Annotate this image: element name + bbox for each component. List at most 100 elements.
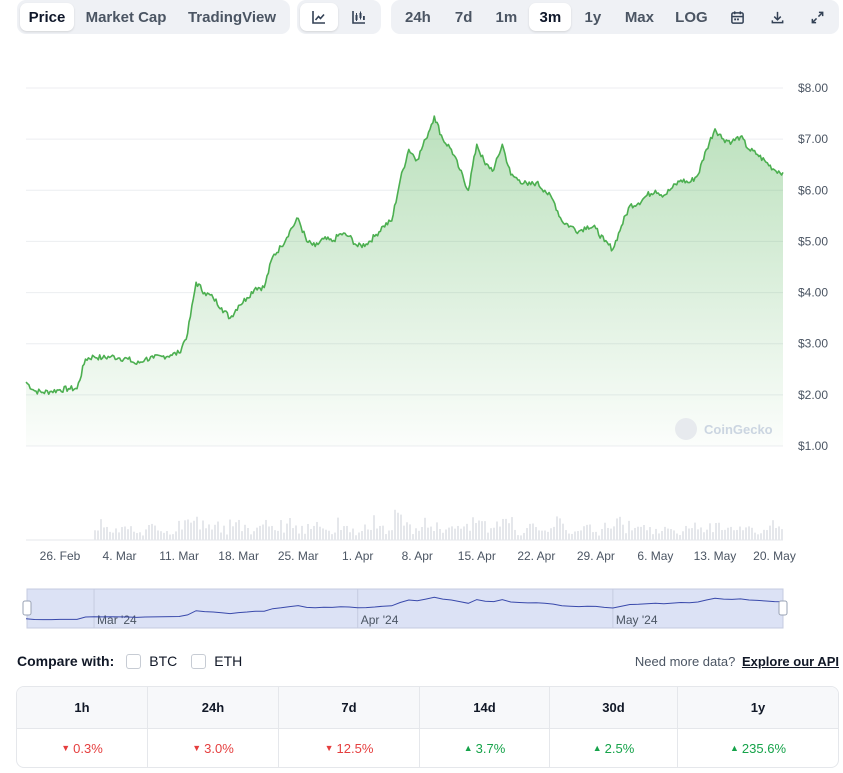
download-button[interactable] xyxy=(758,3,796,31)
volume-bar xyxy=(733,530,735,540)
volume-bar xyxy=(727,527,729,540)
navigator-right-handle[interactable] xyxy=(778,600,788,616)
performance-column: 24h ▼ 3.0% xyxy=(148,687,279,767)
explore-api-link[interactable]: Explore our API xyxy=(741,653,839,669)
volume-bar xyxy=(685,525,687,540)
performance-change-value: 12.5% xyxy=(336,740,374,756)
volume-bar xyxy=(259,525,261,540)
volume-bar xyxy=(145,529,147,540)
compare-eth-checkbox[interactable]: ETH xyxy=(191,653,242,669)
volume-bar xyxy=(538,530,540,540)
tab-tradingview[interactable]: TradingView xyxy=(187,8,277,26)
performance-change-value: 3.7% xyxy=(475,740,506,756)
tab-price[interactable]: Price xyxy=(20,3,74,31)
performance-change-value: 0.3% xyxy=(73,740,103,756)
volume-bar xyxy=(697,529,699,540)
log-scale-button[interactable]: LOG xyxy=(675,8,708,26)
volume-bar xyxy=(619,516,621,540)
line-chart-button[interactable] xyxy=(300,3,338,31)
volume-bar xyxy=(481,521,483,540)
volume-bar xyxy=(406,522,408,540)
download-icon xyxy=(771,11,784,23)
volume-bar xyxy=(652,534,654,540)
range-7d-button[interactable]: 7d xyxy=(454,8,473,26)
volume-bar xyxy=(778,526,780,540)
range-24h-button[interactable]: 24h xyxy=(405,8,431,26)
volume-bar xyxy=(508,523,510,540)
volume-bar xyxy=(187,519,189,540)
volume-bar xyxy=(631,530,633,540)
range-3m-button[interactable]: 3m xyxy=(529,3,572,31)
volume-bar xyxy=(673,530,675,540)
volume-bar xyxy=(154,525,156,540)
volume-bar xyxy=(766,530,768,540)
volume-bar xyxy=(475,523,477,540)
compare-btc-checkbox[interactable]: BTC xyxy=(126,653,177,669)
volume-bar xyxy=(169,534,171,540)
performance-column: 7d ▼ 12.5% xyxy=(279,687,420,767)
volume-bar xyxy=(505,518,507,540)
range-group: 24h 7d 1m 3m 1y Max LOG xyxy=(391,0,839,34)
range-1m-button[interactable]: 1m xyxy=(495,8,518,26)
volume-bar xyxy=(580,530,582,540)
volume-bar xyxy=(340,529,342,540)
volume-bar xyxy=(769,525,771,540)
volume-bar xyxy=(523,532,525,540)
volume-bar xyxy=(247,528,249,540)
performance-change-value: 3.0% xyxy=(204,740,234,756)
volume-bar xyxy=(262,524,264,540)
volume-bar xyxy=(118,532,120,540)
volume-bar xyxy=(628,520,630,540)
x-tick-label: 11. Mar xyxy=(159,549,199,563)
volume-bar xyxy=(574,531,576,540)
volume-bar xyxy=(601,529,603,540)
navigator-label: May '24 xyxy=(616,613,658,627)
compare-eth-label: ETH xyxy=(214,653,243,669)
volume-bar xyxy=(553,526,555,540)
volume-bar xyxy=(289,518,291,540)
volume-bar xyxy=(385,534,387,540)
checkbox-box[interactable] xyxy=(191,653,207,669)
volume-bar xyxy=(298,533,300,540)
volume-bar xyxy=(535,527,537,540)
tab-market-cap[interactable]: Market Cap xyxy=(85,8,167,26)
range-max-button[interactable]: Max xyxy=(624,8,654,26)
volume-bar xyxy=(208,524,210,540)
checkbox-box[interactable] xyxy=(126,653,142,669)
volume-bar xyxy=(427,527,429,540)
volume-bar xyxy=(205,528,207,540)
volume-bar xyxy=(190,522,192,540)
volume-bar xyxy=(391,530,393,540)
volume-bar xyxy=(679,535,681,540)
performance-period: 1h xyxy=(17,687,147,729)
metric-tab-group: Price Market Cap TradingView xyxy=(17,0,290,34)
volume-bar xyxy=(667,528,669,540)
volume-bar xyxy=(649,527,651,540)
candlestick-chart-button[interactable] xyxy=(340,3,378,31)
volume-bar xyxy=(157,530,159,540)
volume-bar xyxy=(253,531,255,540)
navigator-left-handle[interactable] xyxy=(22,600,32,616)
volume-bar xyxy=(514,529,516,540)
volume-bar xyxy=(184,520,186,540)
volume-bar xyxy=(466,523,468,540)
volume-bar xyxy=(235,522,237,540)
volume-bar xyxy=(199,529,201,540)
volume-bar xyxy=(604,522,606,540)
volume-bar xyxy=(460,528,462,540)
expand-button[interactable] xyxy=(798,3,836,31)
volume-bar xyxy=(220,532,222,540)
volume-bar xyxy=(496,521,498,540)
volume-bar xyxy=(550,528,552,540)
volume-bar xyxy=(310,528,312,540)
caret-down-icon: ▼ xyxy=(61,743,71,753)
calendar-button[interactable] xyxy=(718,3,756,31)
coingecko-watermark: CoinGecko xyxy=(675,418,773,440)
performance-column: 14d ▲ 3.7% xyxy=(420,687,550,767)
volume-bar xyxy=(484,521,486,540)
range-1y-button[interactable]: 1y xyxy=(584,8,602,26)
volume-bar xyxy=(571,533,573,540)
performance-column: 1h ▼ 0.3% xyxy=(17,687,148,767)
navigator-label: Apr '24 xyxy=(361,613,399,627)
volume-bar xyxy=(433,530,435,540)
